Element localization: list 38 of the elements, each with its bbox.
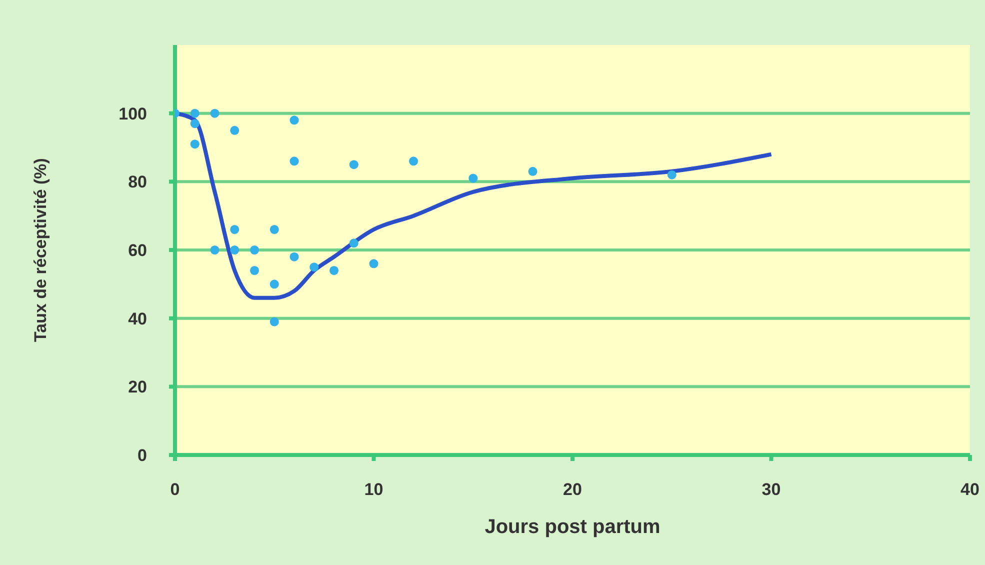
point xyxy=(290,156,299,166)
x-tick-label: 0 xyxy=(170,480,180,500)
point xyxy=(329,266,339,276)
x-tick-label: 10 xyxy=(364,480,384,500)
point xyxy=(290,252,299,262)
point xyxy=(349,160,358,170)
y-tick-label: 0 xyxy=(138,446,147,466)
point xyxy=(190,108,200,118)
y-tick-label: 100 xyxy=(118,104,147,124)
x-tick-label: 30 xyxy=(762,480,781,500)
point xyxy=(210,108,220,118)
point xyxy=(408,156,418,166)
point xyxy=(230,224,240,234)
point xyxy=(290,116,299,125)
y-tick-label: 80 xyxy=(128,172,147,192)
point xyxy=(210,245,220,255)
point xyxy=(310,262,319,272)
point xyxy=(369,259,378,268)
y-axis-title: Taux de réceptivité (%) xyxy=(31,158,50,342)
point xyxy=(667,170,676,180)
point xyxy=(230,126,240,135)
x-axis-title: Jours post partum xyxy=(484,516,660,538)
x-tick-label: 20 xyxy=(563,480,582,500)
point xyxy=(230,245,240,255)
point xyxy=(250,266,260,276)
point xyxy=(270,224,279,234)
y-tick-label: 40 xyxy=(128,309,147,328)
point xyxy=(528,166,538,176)
point xyxy=(349,238,358,248)
point xyxy=(250,245,260,255)
x-tick-label: 40 xyxy=(960,480,980,500)
point xyxy=(190,119,200,128)
point xyxy=(270,317,279,326)
point xyxy=(190,140,200,149)
point xyxy=(270,280,279,289)
point xyxy=(468,174,478,183)
y-tick-label: 60 xyxy=(128,241,147,260)
y-tick-label: 20 xyxy=(128,378,147,397)
